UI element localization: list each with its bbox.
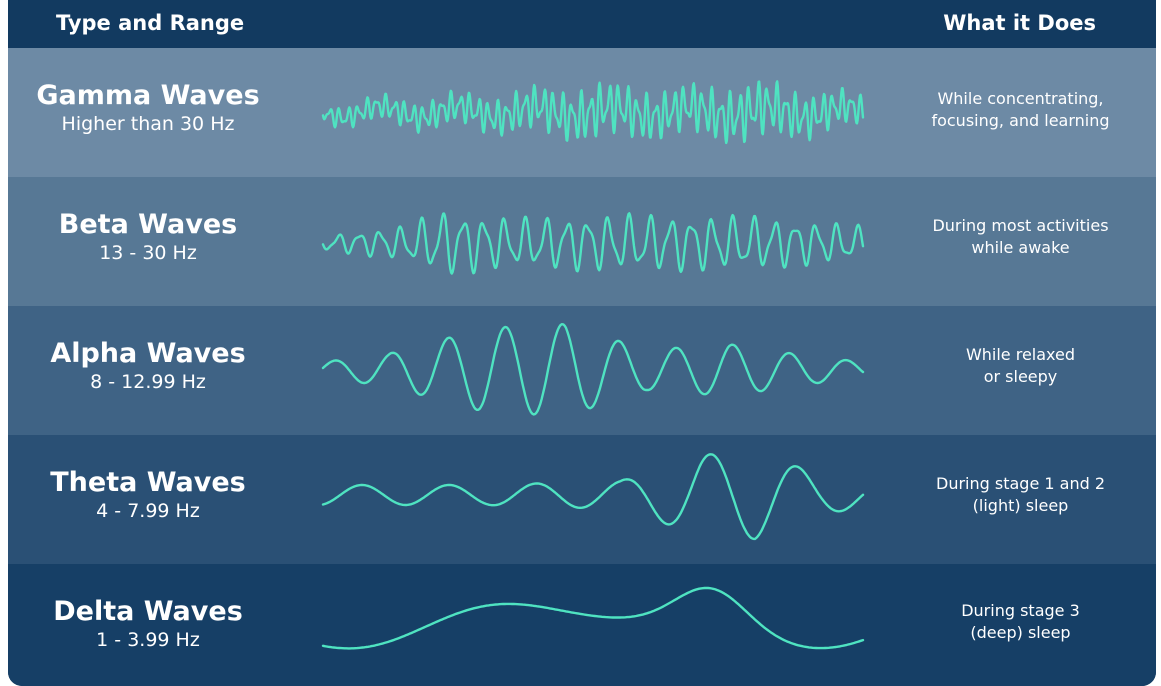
wave-name: Delta Waves bbox=[53, 596, 243, 627]
wave-name: Alpha Waves bbox=[50, 338, 246, 369]
wave-range: Higher than 30 Hz bbox=[61, 113, 235, 135]
column-title-what-it-does: What it Does bbox=[943, 11, 1096, 35]
wave-description: During most activities while awake bbox=[903, 215, 1138, 259]
description-line: During most activities bbox=[932, 216, 1109, 235]
waveform-line bbox=[321, 453, 865, 541]
gamma-waveform bbox=[321, 80, 865, 145]
wave-description: While relaxed or sleepy bbox=[903, 344, 1138, 388]
alpha-waveform bbox=[321, 323, 865, 416]
brain-waves-infographic: Type and Range What it Does Gamma Waves … bbox=[8, 0, 1156, 686]
wave-row-beta: Beta Waves 13 - 30 Hz During most activi… bbox=[8, 177, 1156, 306]
description-line: During stage 3 bbox=[961, 601, 1080, 620]
wave-type-block: Gamma Waves Higher than 30 Hz bbox=[8, 80, 288, 136]
wave-type-block: Beta Waves 13 - 30 Hz bbox=[8, 209, 288, 265]
description-line: focusing, and learning bbox=[931, 111, 1110, 130]
theta-waveform bbox=[321, 453, 865, 541]
wave-name: Beta Waves bbox=[58, 209, 238, 240]
waveform-line bbox=[321, 212, 865, 275]
wave-type-block: Alpha Waves 8 - 12.99 Hz bbox=[8, 338, 288, 394]
column-title-type-range: Type and Range bbox=[56, 11, 245, 35]
description-line: while awake bbox=[971, 238, 1070, 257]
wave-name: Gamma Waves bbox=[36, 80, 260, 111]
wave-description: During stage 1 and 2 (light) sleep bbox=[903, 473, 1138, 517]
wave-row-gamma: Gamma Waves Higher than 30 Hz While conc… bbox=[8, 48, 1156, 177]
waveform-line bbox=[321, 80, 865, 145]
delta-waveform bbox=[321, 586, 865, 650]
description-line: During stage 1 and 2 bbox=[936, 474, 1105, 493]
wave-range: 13 - 30 Hz bbox=[99, 242, 197, 264]
wave-range: 1 - 3.99 Hz bbox=[96, 629, 200, 651]
wave-type-block: Theta Waves 4 - 7.99 Hz bbox=[8, 467, 288, 523]
wave-name: Theta Waves bbox=[50, 467, 246, 498]
header-bar: Type and Range What it Does bbox=[8, 0, 1156, 48]
wave-range: 4 - 7.99 Hz bbox=[96, 500, 200, 522]
wave-description: During stage 3 (deep) sleep bbox=[903, 600, 1138, 644]
description-line: While relaxed bbox=[965, 345, 1076, 364]
wave-row-alpha: Alpha Waves 8 - 12.99 Hz While relaxed o… bbox=[8, 306, 1156, 435]
wave-type-block: Delta Waves 1 - 3.99 Hz bbox=[8, 596, 288, 652]
beta-waveform bbox=[321, 212, 865, 275]
wave-range: 8 - 12.99 Hz bbox=[90, 371, 206, 393]
wave-row-delta: Delta Waves 1 - 3.99 Hz During stage 3 (… bbox=[8, 564, 1156, 686]
description-line: (light) sleep bbox=[972, 496, 1069, 515]
wave-row-theta: Theta Waves 4 - 7.99 Hz During stage 1 a… bbox=[8, 435, 1156, 564]
description-line: While concentrating, bbox=[937, 89, 1104, 108]
description-line: (deep) sleep bbox=[970, 623, 1071, 642]
waveform-line bbox=[321, 586, 865, 650]
description-line: or sleepy bbox=[983, 367, 1058, 386]
wave-description: While concentrating, focusing, and learn… bbox=[903, 88, 1138, 132]
waveform-line bbox=[321, 323, 865, 416]
